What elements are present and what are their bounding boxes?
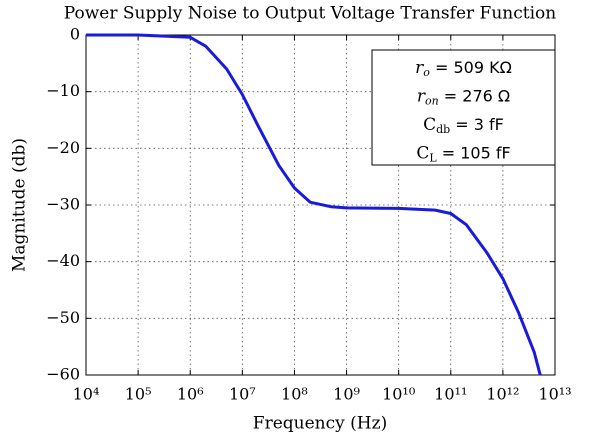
y-tick-label: −30	[46, 195, 80, 214]
annotation-box	[371, 49, 556, 166]
y-tick-label: −20	[46, 138, 80, 157]
plot-frame	[85, 34, 556, 376]
x-tick-label: 10⁶	[177, 385, 204, 404]
annotation-symbol: r	[415, 58, 424, 78]
x-tick-label: 10¹⁰	[382, 385, 415, 404]
annotation-subscript: on	[425, 95, 439, 108]
y-tick-label: −40	[46, 251, 80, 270]
data-line	[86, 33, 542, 376]
annotation: Cdb = 3 fF	[423, 115, 504, 137]
y-axis-label: Magnitude (db)	[10, 138, 30, 272]
annotation-symbol: C	[423, 115, 436, 135]
x-tick-label: 10⁹	[333, 385, 360, 404]
x-tick-label: 10¹³	[538, 385, 571, 404]
annotation: ro = 509 KΩ	[415, 58, 512, 80]
annotation-subscript: o	[423, 66, 430, 79]
annotation-value: = 276 Ω	[439, 86, 510, 105]
y-tick-label: −10	[46, 81, 80, 100]
y-tick-label: −60	[46, 365, 80, 384]
x-tick-label: 10⁴	[73, 385, 100, 404]
x-tick-label: 10⁵	[125, 385, 152, 404]
annotation-symbol: r	[417, 86, 426, 106]
annotation-value: = 509 KΩ	[430, 58, 512, 77]
y-tick-label: 0	[70, 25, 80, 44]
x-tick-label: 10¹²	[486, 385, 519, 404]
annotation: ron = 276 Ω	[417, 86, 510, 108]
x-axis-label: Frequency (Hz)	[253, 414, 387, 434]
chart-title: Power Supply Noise to Output Voltage Tra…	[64, 4, 556, 24]
annotation-subscript: db	[436, 123, 450, 136]
annotation-symbol: C	[416, 143, 429, 163]
x-tick-label: 10⁸	[281, 385, 308, 404]
x-tick-label: 10¹¹	[434, 385, 467, 404]
x-tick-label: 10⁷	[229, 385, 256, 404]
annotation-value: = 3 fF	[450, 115, 504, 134]
annotation-value: = 105 fF	[437, 143, 511, 162]
annotation: CL = 105 fF	[416, 143, 510, 165]
annotation-subscript: L	[429, 152, 437, 165]
y-tick-label: −50	[46, 308, 80, 327]
